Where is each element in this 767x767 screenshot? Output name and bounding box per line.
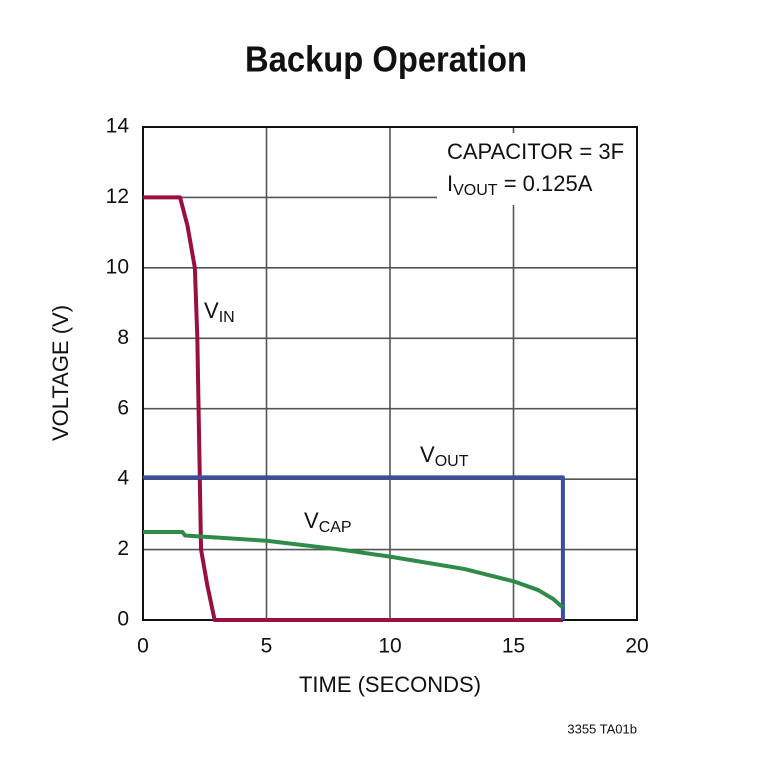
series-line (143, 475, 565, 620)
y-tick-label: 2 (117, 537, 129, 560)
text-part: I (447, 171, 453, 196)
y-tick-label: 0 (117, 608, 129, 631)
text-part: V (304, 508, 319, 533)
annotation-box (437, 133, 637, 205)
text-part: V (420, 442, 435, 467)
y-axis-label: VOLTAGE (V) (48, 305, 73, 441)
text-part: CAPACITOR = 3F (447, 139, 624, 164)
series-line (143, 195, 563, 622)
y-tick-label: 14 (106, 115, 130, 138)
y-tick-label: 10 (106, 255, 129, 278)
series-line (143, 529, 565, 610)
series-label: VIN (204, 298, 235, 326)
footnote: 3355 TA01b (567, 721, 637, 736)
text-part: = 0.125A (498, 171, 593, 196)
x-tick-label: 0 (137, 635, 149, 658)
text-part: V (204, 298, 219, 323)
chart-title: Backup Operation (245, 39, 527, 80)
x-tick-label: 15 (502, 635, 525, 658)
subscript: VOUT (453, 182, 498, 199)
subscript: OUT (435, 453, 469, 470)
y-tick-label: 12 (106, 185, 129, 208)
y-tick-label: 8 (117, 326, 129, 349)
subscript: CAP (319, 519, 352, 536)
x-tick-label: 10 (378, 635, 401, 658)
subscript: IN (219, 309, 235, 326)
annotation: CAPACITOR = 3F (447, 139, 624, 164)
y-tick-label: 4 (117, 467, 129, 490)
y-tick-label: 6 (117, 396, 129, 419)
annotation: IVOUT = 0.125A (447, 171, 593, 199)
series-label: VOUT (420, 442, 469, 470)
x-tick-label: 20 (625, 635, 648, 658)
x-axis-label: TIME (SECONDS) (299, 672, 481, 697)
series-label: VCAP (304, 508, 352, 536)
x-tick-label: 5 (261, 635, 273, 658)
